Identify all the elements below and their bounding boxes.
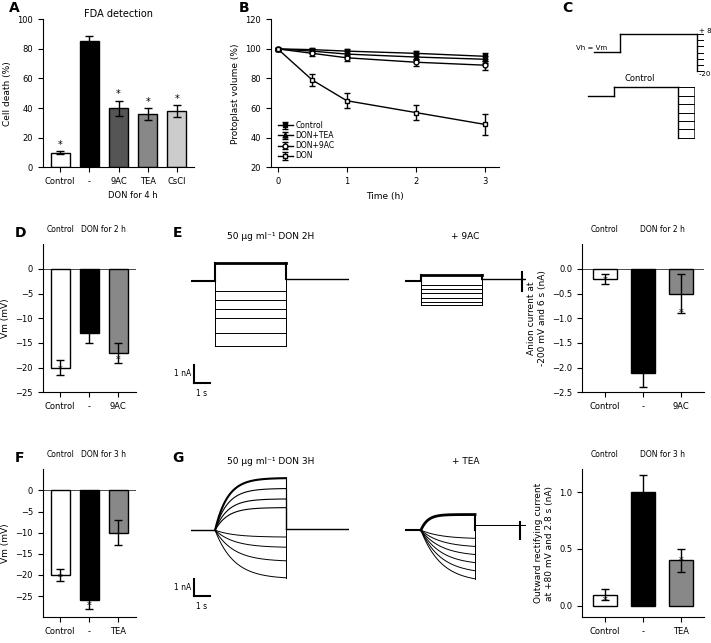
- Bar: [168, 111, 186, 167]
- Bar: [668, 560, 693, 606]
- Bar: [138, 114, 157, 167]
- Text: *: *: [175, 94, 179, 104]
- Text: *: *: [602, 276, 607, 286]
- Bar: [109, 491, 128, 532]
- Text: DON for 4 h: DON for 4 h: [108, 191, 158, 200]
- Text: Vh = Vm: Vh = Vm: [576, 45, 607, 51]
- Text: D: D: [15, 226, 26, 240]
- Text: E: E: [173, 226, 182, 240]
- Text: *: *: [679, 556, 683, 566]
- Text: DON for 2 h: DON for 2 h: [81, 225, 127, 234]
- Text: Control: Control: [624, 75, 655, 84]
- Bar: [592, 595, 617, 606]
- Text: + 80 mV: + 80 mV: [699, 28, 711, 33]
- Text: 1 s: 1 s: [196, 388, 207, 397]
- Bar: [80, 42, 99, 167]
- Text: G: G: [173, 451, 184, 465]
- Bar: [109, 108, 128, 167]
- Text: Control: Control: [46, 225, 74, 234]
- Text: -200 mV: -200 mV: [699, 71, 711, 77]
- Text: *: *: [146, 96, 150, 107]
- Y-axis label: Outward rectifying current
at +80 mV and 2.8 s (nA): Outward rectifying current at +80 mV and…: [534, 483, 554, 603]
- Bar: [50, 269, 70, 368]
- X-axis label: Time (h): Time (h): [365, 192, 404, 201]
- Bar: [109, 269, 128, 353]
- Y-axis label: Vm (mV): Vm (mV): [1, 298, 10, 338]
- Legend: Control, DON+TEA, DON+9AC, DON: Control, DON+TEA, DON+9AC, DON: [274, 118, 338, 163]
- Bar: [631, 492, 656, 606]
- Text: 50 μg ml⁻¹ DON 3H: 50 μg ml⁻¹ DON 3H: [227, 457, 314, 466]
- Y-axis label: Cell death (%): Cell death (%): [3, 61, 11, 125]
- Text: *: *: [679, 308, 683, 318]
- Text: Control: Control: [591, 225, 619, 234]
- Text: 1 nA: 1 nA: [174, 369, 191, 378]
- Text: + 9AC: + 9AC: [451, 232, 480, 241]
- Text: 1 s: 1 s: [196, 602, 207, 611]
- Text: + TEA: + TEA: [451, 457, 479, 466]
- Text: *: *: [58, 365, 63, 375]
- Text: DON for 2 h: DON for 2 h: [640, 225, 685, 234]
- Bar: [592, 269, 617, 279]
- Bar: [80, 269, 99, 333]
- Text: *: *: [87, 601, 92, 611]
- Text: *: *: [116, 89, 121, 99]
- Bar: [50, 491, 70, 575]
- Title: FDA detection: FDA detection: [84, 8, 153, 19]
- Text: *: *: [602, 596, 607, 606]
- Text: C: C: [562, 1, 572, 15]
- Bar: [668, 269, 693, 294]
- Text: DON for 3 h: DON for 3 h: [81, 450, 127, 459]
- Text: F: F: [15, 451, 24, 465]
- Text: 50 μg ml⁻¹ DON 2H: 50 μg ml⁻¹ DON 2H: [227, 232, 314, 241]
- Y-axis label: Anion current at
-200 mV and 6 s (nA): Anion current at -200 mV and 6 s (nA): [528, 270, 547, 367]
- Text: B: B: [239, 1, 250, 15]
- Text: Control: Control: [46, 450, 74, 459]
- Y-axis label: Vm (mV): Vm (mV): [1, 523, 10, 563]
- Text: A: A: [9, 1, 20, 15]
- Bar: [50, 152, 70, 167]
- Text: *: *: [58, 574, 63, 583]
- Text: DON for 3 h: DON for 3 h: [639, 450, 685, 459]
- Text: *: *: [116, 355, 121, 365]
- Text: *: *: [58, 140, 63, 150]
- Text: Control: Control: [591, 450, 619, 459]
- Text: 1 nA: 1 nA: [174, 583, 191, 592]
- Y-axis label: Protoplast volume (%): Protoplast volume (%): [231, 43, 240, 143]
- Bar: [631, 269, 656, 372]
- Bar: [80, 491, 99, 601]
